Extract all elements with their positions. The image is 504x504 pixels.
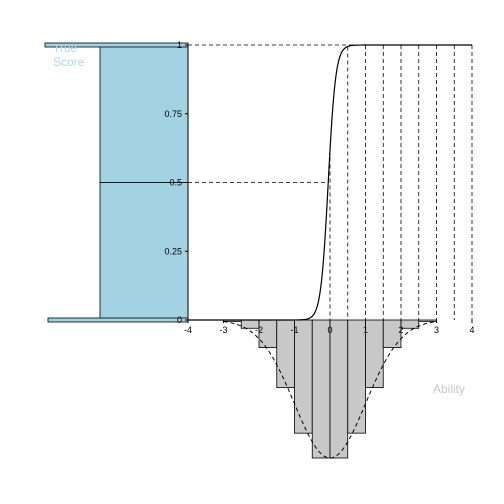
ability-histogram: [223, 319, 437, 459]
axes: [185, 44, 473, 323]
ability-bar: [329, 319, 349, 459]
score-bar: [99, 44, 189, 183]
y-axis-title-line-2: Score: [53, 55, 85, 69]
x-tick-label: -3: [219, 325, 227, 335]
x-tick-label: -1: [290, 325, 298, 335]
ability-bar: [347, 319, 366, 434]
ability-density-curve: [223, 321, 437, 459]
ability-bar: [294, 319, 313, 434]
ability-bar: [311, 319, 331, 459]
guide-lines: [188, 44, 473, 320]
y-tick-label: 0.25: [164, 246, 182, 256]
y-tick-label: 0: [177, 315, 182, 325]
y-axis-title-line-1: True: [53, 41, 78, 55]
x-tick-label: 2: [398, 325, 403, 335]
x-tick-label: -4: [184, 325, 192, 335]
x-tick-label: -2: [255, 325, 263, 335]
true-score-histogram: [44, 42, 189, 323]
x-tick-label: 3: [434, 325, 439, 335]
ability-bar: [418, 319, 437, 322]
x-axis-title: Ability: [433, 382, 465, 396]
x-tick-label: 0: [327, 325, 332, 335]
tick-labels: 0 0.25 0.5 0.75 1 -4 -3 -2 -1 0 1 2 3 4: [164, 40, 474, 335]
y-tick-label: 1: [177, 40, 182, 50]
y-tick-label: 0.5: [169, 178, 182, 188]
x-tick-label: 4: [469, 325, 474, 335]
ability-bar: [382, 319, 402, 349]
score-bar: [99, 182, 189, 321]
x-tick-label: 1: [363, 325, 368, 335]
score-endpoint-bar: [47, 317, 189, 323]
y-tick-label: 0.75: [164, 109, 182, 119]
ability-bar: [400, 319, 420, 329]
item-characteristic-curve: [188, 44, 472, 321]
ability-bar: [365, 319, 384, 389]
